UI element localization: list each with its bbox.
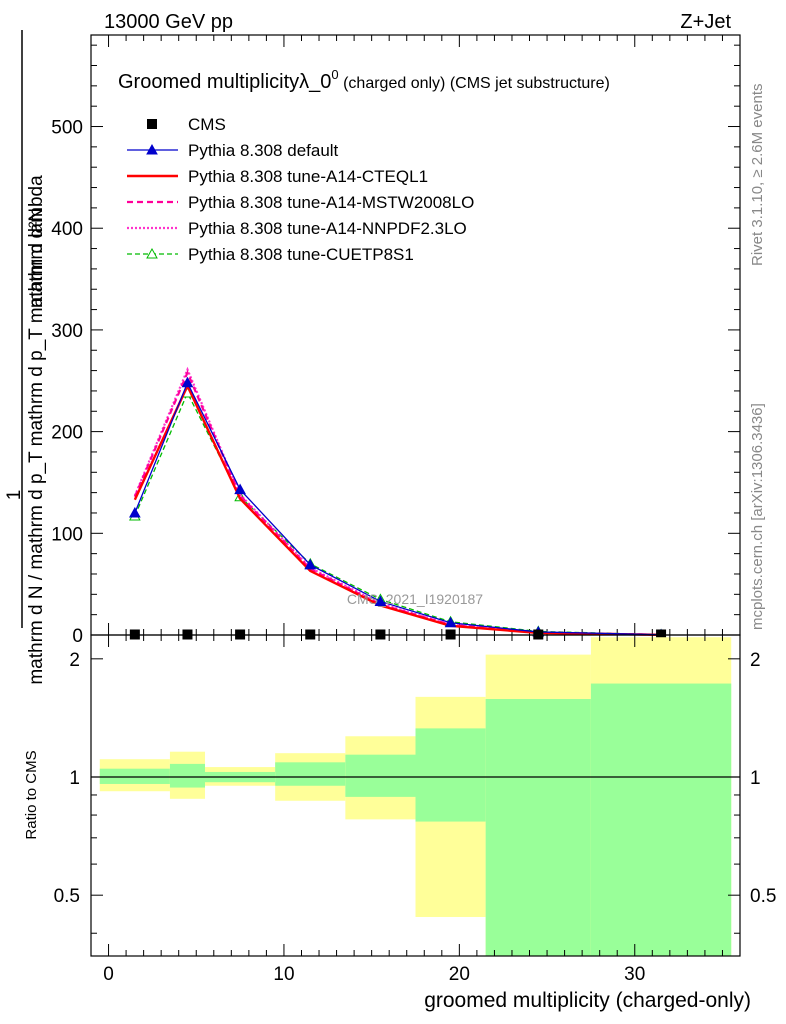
y-tick-label-0: 0 (72, 626, 83, 647)
series-line-1 (134, 381, 662, 636)
mcplots-label: mcplots.cern.ch [arXiv:1306.3436] (749, 403, 766, 630)
legend-label-0: CMS (188, 115, 226, 134)
rivet-version-label: Rivet 3.1.10, ≥ 2.6M events (749, 84, 766, 267)
legend-marker-1 (146, 143, 158, 155)
plot-title: Groomed multiplicityλ_00 (charged only) … (118, 67, 610, 93)
ratio-y-tick-label-left-0: 0.5 (54, 886, 80, 907)
y-tick-label-3: 300 (51, 321, 83, 342)
legend-label-1: Pythia 8.308 default (188, 141, 339, 160)
y-tick-label-4: 400 (51, 219, 83, 240)
ratio-stat-band-7 (590, 683, 732, 956)
x-axis-label: groomed multiplicity (charged-only) (424, 989, 751, 1012)
x-tick-label-0: 0 (103, 964, 114, 985)
ratio-y-tick-label-right-0: 0.5 (750, 886, 776, 907)
ratio-y-tick-label-right-1: 1 (750, 768, 761, 789)
plot-title-sup: 0 (331, 67, 338, 82)
ratio-stat-band-3 (275, 762, 346, 786)
x-tick-label-1: 10 (273, 964, 294, 985)
header-energy: 13000 GeV pp (104, 11, 233, 33)
series-point-1-5 (444, 616, 457, 628)
y-axis-label-denominator: mathrm d N / mathrm d p_T mathrm d p_T m… (26, 175, 47, 685)
series-point-1-1 (181, 376, 194, 388)
ratio-stat-band-1 (169, 763, 206, 788)
ratio-stat-band-5 (415, 728, 486, 822)
ratio-stat-band-6 (485, 699, 591, 956)
ratio-y-axis-label: Ratio to CMS (23, 750, 40, 839)
ratio-stat-band-0 (99, 768, 170, 784)
series-line-4 (133, 366, 662, 636)
ratio-y-tick-label-right-2: 2 (750, 650, 761, 671)
ratio-panel: 0 10 20 30 0.5 0.5 1 1 2 2 (54, 634, 776, 985)
series-line-2 (133, 382, 662, 636)
legend-label-2: Pythia 8.308 tune-A14-CTEQL1 (188, 167, 428, 186)
series-line-5 (134, 391, 662, 636)
ratio-y-tick-label-left-2: 2 (69, 650, 80, 671)
legend: CMS Pythia 8.308 default Pythia 8.308 tune… (127, 115, 474, 264)
series-point-1-0 (129, 506, 141, 518)
series-point-1-4 (374, 595, 387, 606)
legend-label-4: Pythia 8.308 tune-A14-NNPDF2.3LO (188, 219, 467, 238)
ratio-y-tick-label-left-1: 1 (69, 768, 80, 789)
x-tick-label-2: 20 (449, 964, 470, 985)
y-axis-label-one: 1 (4, 490, 25, 501)
analysis-watermark: CMS_2021_I1920187 (347, 591, 483, 607)
legend-marker-0 (147, 119, 157, 129)
header-process: Z+Jet (680, 11, 731, 33)
main-panel: 0 100 200 300 400 500 (51, 34, 741, 647)
legend-label-3: Pythia 8.308 tune-A14-MSTW2008LO (188, 193, 474, 212)
y-tick-label-5: 500 (51, 118, 83, 139)
ratio-frame (90, 634, 741, 957)
ratio-stat-band-4 (345, 754, 416, 797)
legend-marker-5 (146, 247, 158, 259)
y-tick-label-2: 200 (51, 423, 83, 444)
y-axis-label-numerator: mathrm d²N (26, 208, 47, 308)
y-axis-label: mathrm d²N 1 mathrm d N / mathrm d p_T m… (4, 30, 47, 685)
plot-title-rest: (charged only) (CMS jet substructure) (339, 75, 610, 92)
plot-title-main: Groomed multiplicityλ_0 (118, 71, 331, 93)
x-tick-label-3: 30 (624, 964, 645, 985)
legend-label-5: Pythia 8.308 tune-CUETP8S1 (188, 245, 414, 264)
y-tick-label-1: 100 (51, 524, 83, 545)
series-point-1-2 (234, 483, 246, 495)
series-point-1-3 (304, 558, 317, 570)
